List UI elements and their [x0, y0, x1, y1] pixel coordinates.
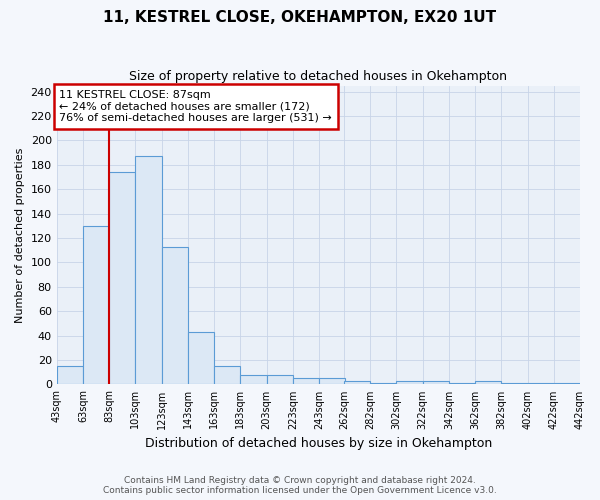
Bar — [83, 226, 109, 384]
Bar — [136, 156, 161, 384]
Bar — [56, 366, 83, 384]
Bar — [109, 172, 136, 384]
Bar — [475, 381, 502, 384]
Bar — [240, 374, 266, 384]
Bar — [449, 383, 475, 384]
Bar — [502, 383, 527, 384]
Bar — [370, 383, 397, 384]
Bar — [527, 383, 554, 384]
Bar — [161, 246, 188, 384]
Bar — [214, 366, 240, 384]
X-axis label: Distribution of detached houses by size in Okehampton: Distribution of detached houses by size … — [145, 437, 492, 450]
Bar — [266, 374, 293, 384]
Bar — [422, 381, 449, 384]
Bar — [188, 332, 214, 384]
Bar — [554, 383, 580, 384]
Text: Contains HM Land Registry data © Crown copyright and database right 2024.
Contai: Contains HM Land Registry data © Crown c… — [103, 476, 497, 495]
Text: 11, KESTREL CLOSE, OKEHAMPTON, EX20 1UT: 11, KESTREL CLOSE, OKEHAMPTON, EX20 1UT — [103, 10, 497, 25]
Text: 11 KESTREL CLOSE: 87sqm
← 24% of detached houses are smaller (172)
76% of semi-d: 11 KESTREL CLOSE: 87sqm ← 24% of detache… — [59, 90, 332, 123]
Bar — [319, 378, 345, 384]
Bar — [397, 381, 422, 384]
Bar — [293, 378, 319, 384]
Title: Size of property relative to detached houses in Okehampton: Size of property relative to detached ho… — [130, 70, 508, 83]
Bar — [344, 381, 370, 384]
Y-axis label: Number of detached properties: Number of detached properties — [15, 148, 25, 322]
